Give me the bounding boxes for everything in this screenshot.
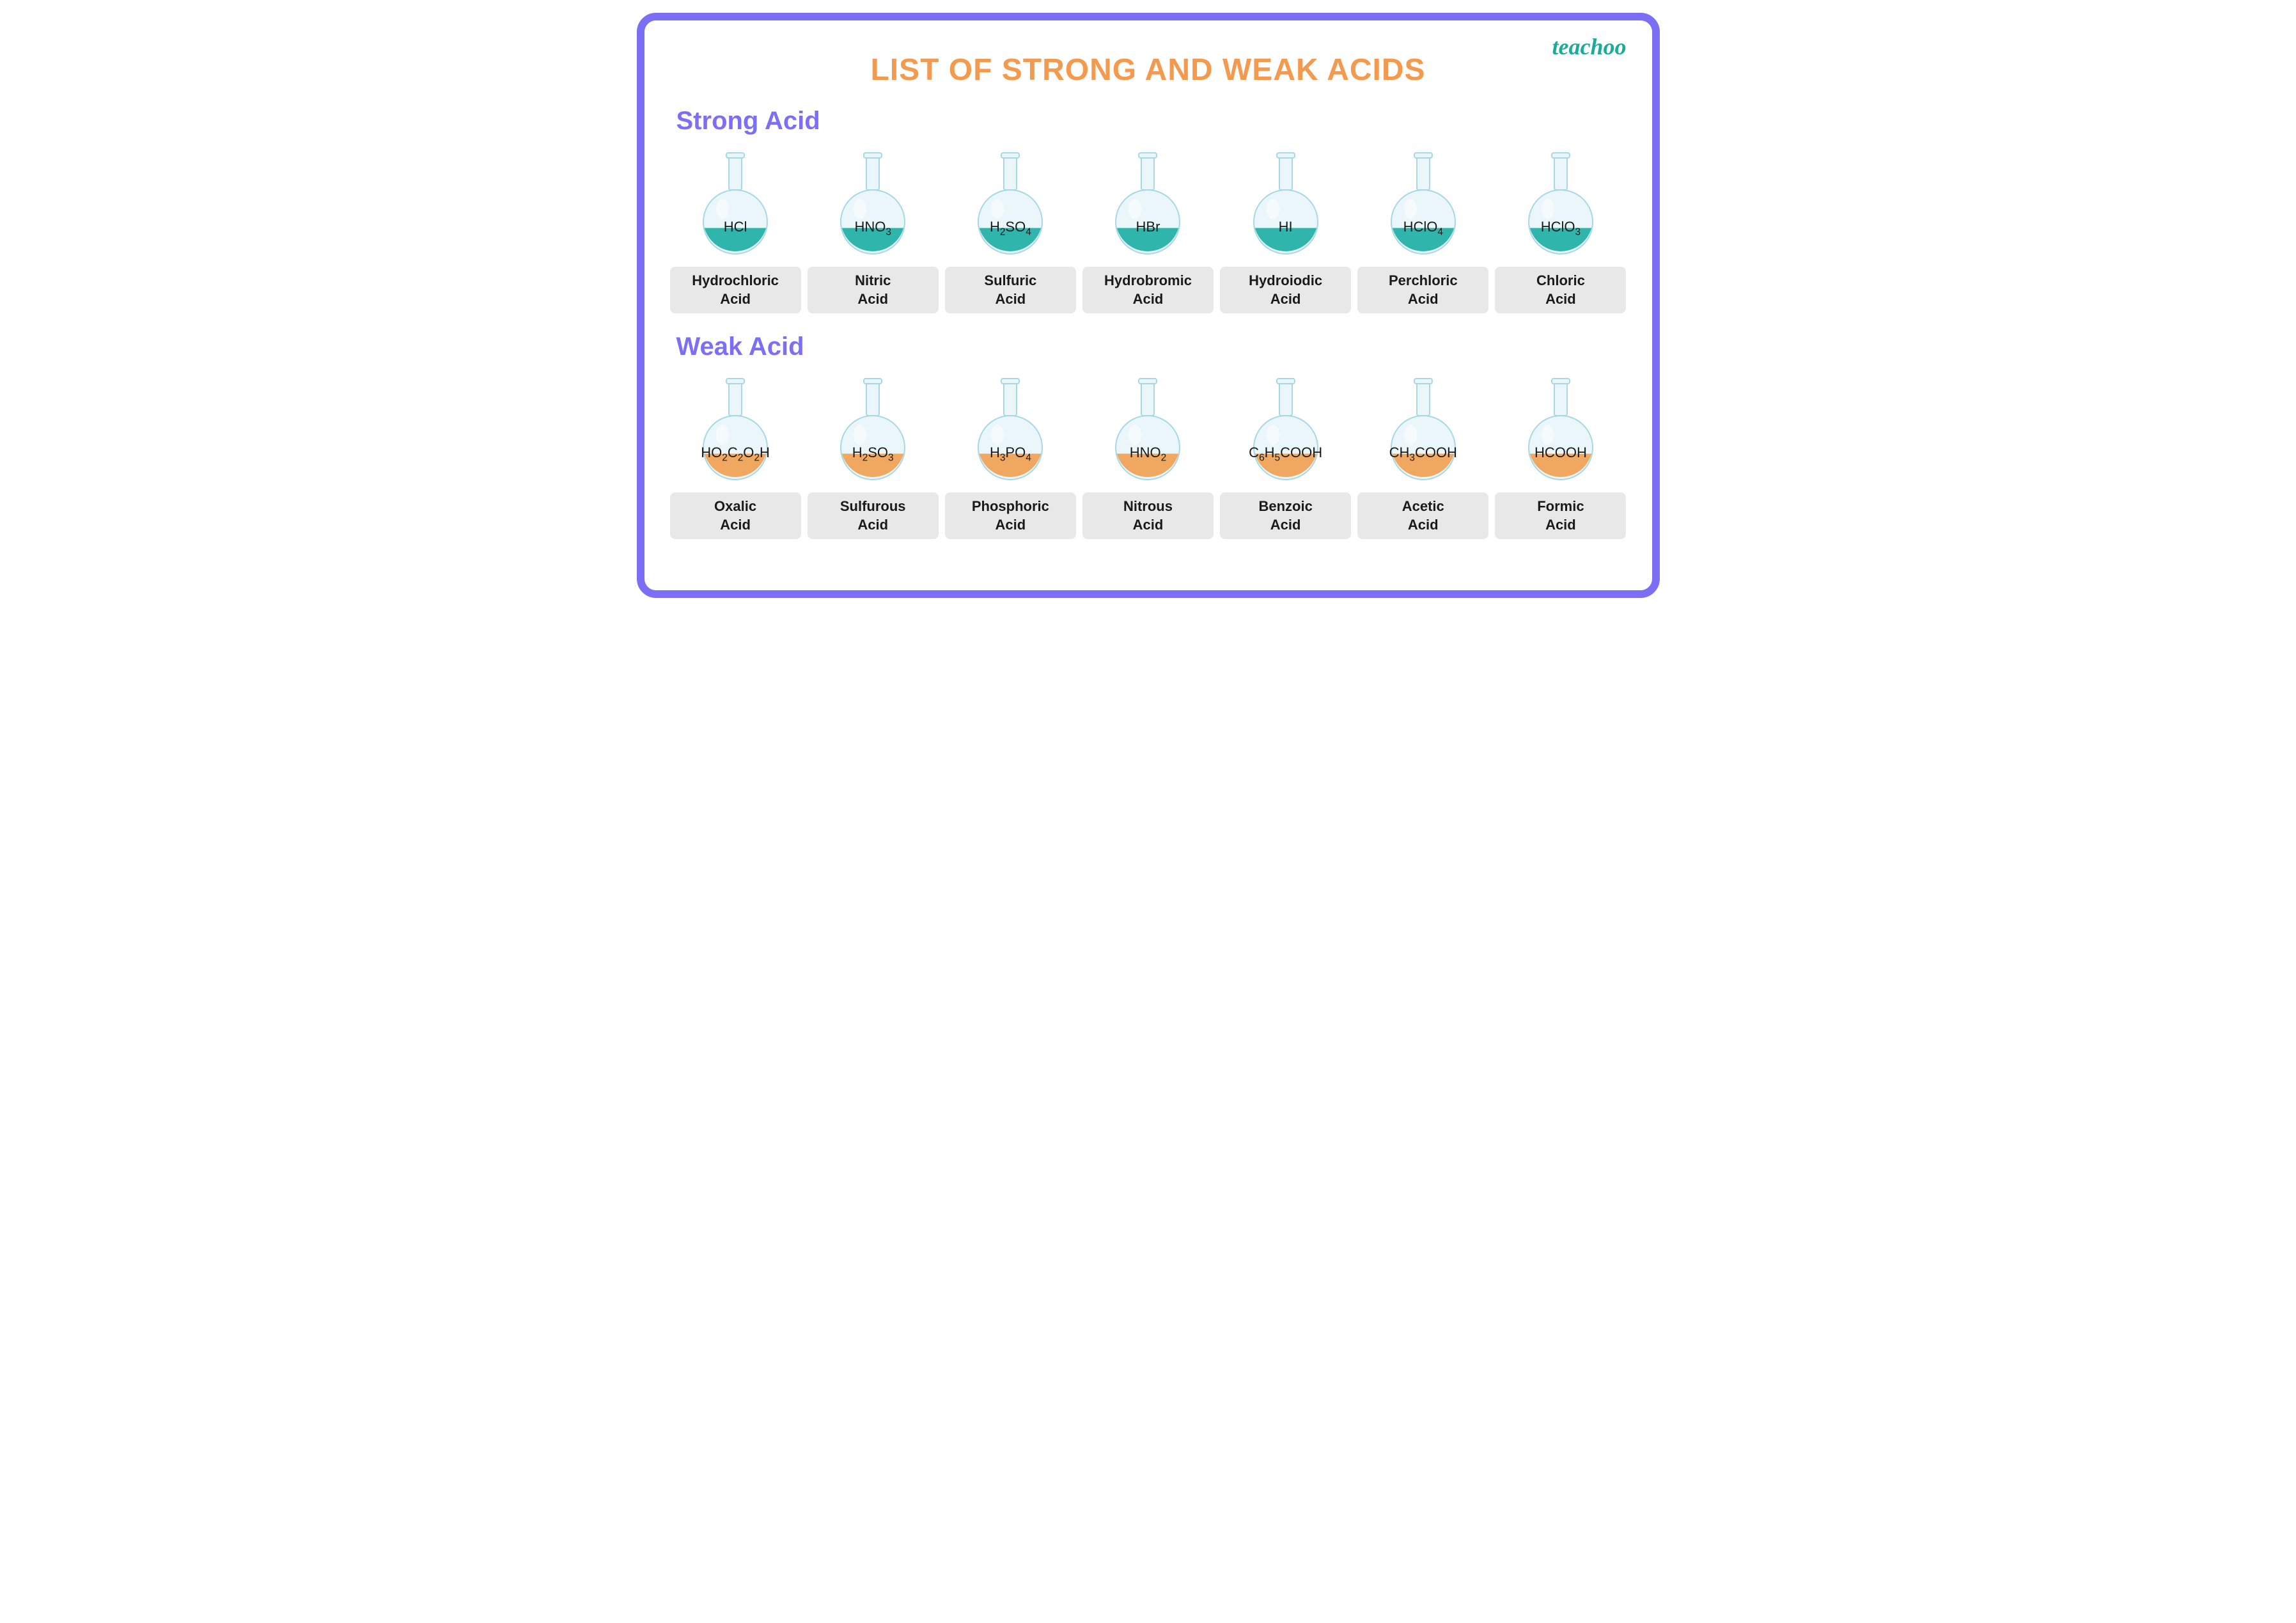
flask-icon: HCOOH xyxy=(1519,374,1602,483)
flask-icon: H2SO3 xyxy=(831,374,914,483)
flask-icon: HClO4 xyxy=(1382,148,1465,257)
acid-item: CH3COOH AceticAcid xyxy=(1357,374,1488,539)
brand-logo: teachoo xyxy=(1552,33,1627,60)
flask-icon: HClO3 xyxy=(1519,148,1602,257)
acid-formula: HNO3 xyxy=(854,219,891,238)
flask-icon: H3PO4 xyxy=(969,374,1052,483)
sections-container: Strong Acid HCl HydrochloricAcid HNO3 Nitr… xyxy=(670,107,1627,539)
acid-formula: H2SO4 xyxy=(990,219,1031,238)
acid-item: HO2C2O2H OxalicAcid xyxy=(670,374,801,539)
acid-row: HCl HydrochloricAcid HNO3 NitricAcid H2SO4… xyxy=(670,148,1627,313)
acid-formula: HCl xyxy=(724,219,747,235)
acid-formula: HClO4 xyxy=(1403,219,1443,238)
acid-name-label: SulfuricAcid xyxy=(945,267,1076,313)
section-heading: Weak Acid xyxy=(670,333,1627,361)
main-title: LIST OF STRONG AND WEAK ACIDS xyxy=(670,52,1627,88)
acid-name-label: HydrochloricAcid xyxy=(670,267,801,313)
acid-item: H2SO4 SulfuricAcid xyxy=(945,148,1076,313)
acid-name-label: ChloricAcid xyxy=(1495,267,1626,313)
acid-name-label: SulfurousAcid xyxy=(808,492,939,539)
acid-formula: HNO2 xyxy=(1130,444,1166,464)
acid-name-label: HydrobromicAcid xyxy=(1082,267,1214,313)
acid-formula: H3PO4 xyxy=(990,444,1031,464)
flask-icon: HBr xyxy=(1106,148,1189,257)
acid-item: HNO2 NitrousAcid xyxy=(1082,374,1214,539)
acid-formula: HClO3 xyxy=(1541,219,1581,238)
flask-icon: CH3COOH xyxy=(1382,374,1465,483)
acid-formula: HBr xyxy=(1136,219,1160,235)
acid-formula: C6H5COOH xyxy=(1249,444,1322,464)
acid-item: HClO3 ChloricAcid xyxy=(1495,148,1626,313)
acid-name-label: NitrousAcid xyxy=(1082,492,1214,539)
acid-formula: HI xyxy=(1279,219,1293,235)
acid-item: HCl HydrochloricAcid xyxy=(670,148,801,313)
flask-icon: HI xyxy=(1244,148,1327,257)
acid-row: HO2C2O2H OxalicAcid H2SO3 SulfurousAcid H3… xyxy=(670,374,1627,539)
acid-item: HBr HydrobromicAcid xyxy=(1082,148,1214,313)
acid-name-label: PhosphoricAcid xyxy=(945,492,1076,539)
flask-icon: HNO3 xyxy=(831,148,914,257)
acid-name-label: PerchloricAcid xyxy=(1357,267,1488,313)
acid-name-label: AceticAcid xyxy=(1357,492,1488,539)
acid-item: H3PO4 PhosphoricAcid xyxy=(945,374,1076,539)
acid-item: HI HydroiodicAcid xyxy=(1220,148,1351,313)
acid-name-label: HydroiodicAcid xyxy=(1220,267,1351,313)
flask-icon: HNO2 xyxy=(1106,374,1189,483)
acid-name-label: BenzoicAcid xyxy=(1220,492,1351,539)
infographic-frame: teachoo LIST OF STRONG AND WEAK ACIDS St… xyxy=(637,13,1660,598)
acid-formula: CH3COOH xyxy=(1389,444,1457,464)
acid-name-label: FormicAcid xyxy=(1495,492,1626,539)
acid-item: HClO4 PerchloricAcid xyxy=(1357,148,1488,313)
acid-item: HCOOH FormicAcid xyxy=(1495,374,1626,539)
acid-item: HNO3 NitricAcid xyxy=(808,148,939,313)
acid-item: C6H5COOH BenzoicAcid xyxy=(1220,374,1351,539)
flask-icon: C6H5COOH xyxy=(1244,374,1327,483)
section-heading: Strong Acid xyxy=(670,107,1627,136)
flask-icon: H2SO4 xyxy=(969,148,1052,257)
acid-name-label: OxalicAcid xyxy=(670,492,801,539)
acid-item: H2SO3 SulfurousAcid xyxy=(808,374,939,539)
flask-icon: HCl xyxy=(694,148,777,257)
flask-icon: HO2C2O2H xyxy=(694,374,777,483)
acid-name-label: NitricAcid xyxy=(808,267,939,313)
acid-formula: H2SO3 xyxy=(852,444,894,464)
acid-formula: HCOOH xyxy=(1535,444,1587,461)
acid-formula: HO2C2O2H xyxy=(701,444,770,464)
